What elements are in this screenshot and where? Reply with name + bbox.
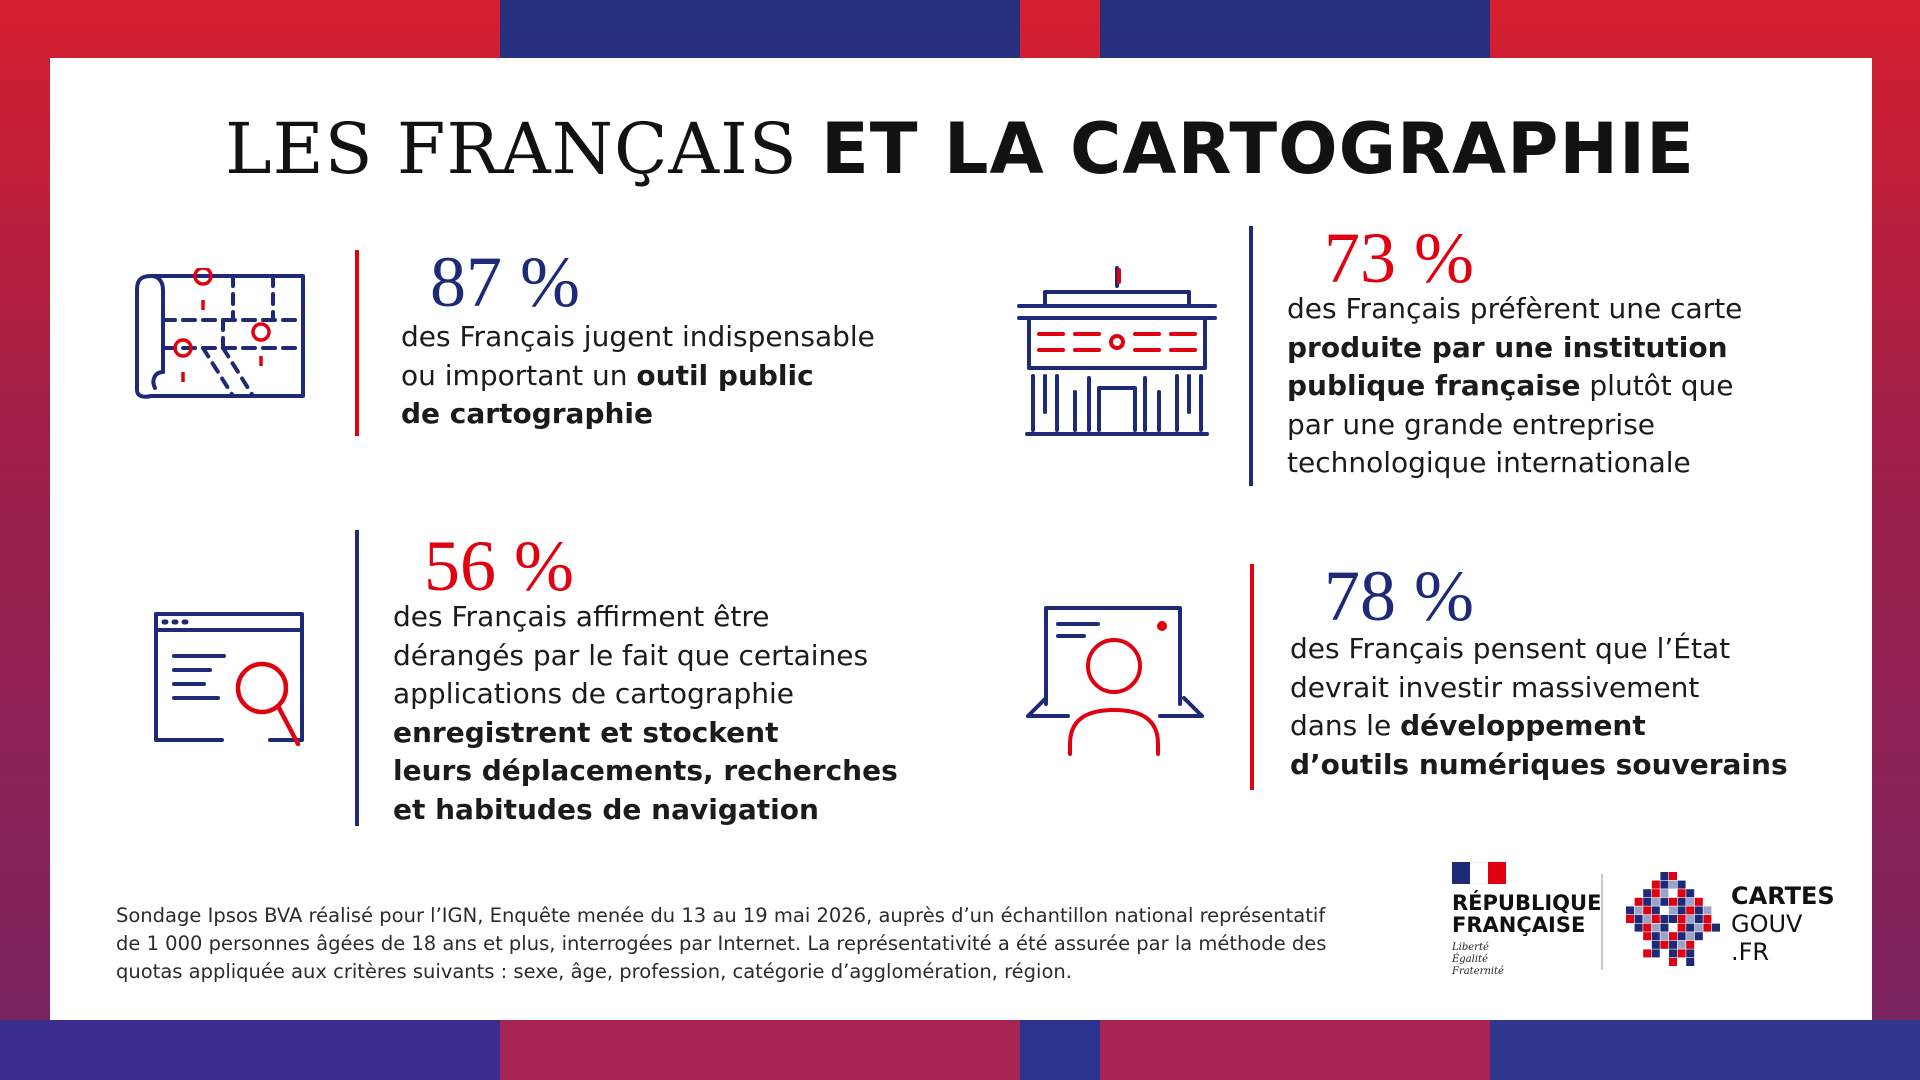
browser-search-icon (154, 612, 304, 747)
description-line: enregistrent et stockent (393, 714, 898, 753)
text: dans le (1290, 709, 1401, 742)
stat-3-description: des Français affirment être dérangés par … (393, 598, 898, 829)
page-title: LES FRANÇAIS ET LA CARTOGRAPHIE (0, 108, 1920, 190)
bold-text: produite par une institution (1287, 330, 1728, 364)
text: plutôt que (1580, 369, 1734, 402)
rf-name: RÉPUBLIQUE FRANÇAISE (1452, 891, 1602, 937)
text: ou important un (401, 358, 637, 392)
text: applications de cartographie (393, 677, 794, 710)
text: des Français préfèrent une carte (1287, 292, 1743, 325)
description-line: applications de cartographie (393, 675, 898, 714)
stat-2-description: des Français préfèrent une carte produite… (1287, 290, 1742, 483)
bold-text: leurs déplacements, recherches (393, 754, 898, 787)
text: devrait investir massivement (1290, 670, 1700, 704)
footnote-line: Sondage Ipsos BVA réalisé pour l’IGN, En… (116, 904, 1326, 927)
text: par une grande entreprise (1287, 407, 1656, 441)
background-bottom-band (0, 1020, 1920, 1080)
stat-2-value: 73 % (1324, 218, 1474, 298)
stat-3-value: 56 % (424, 526, 574, 606)
cartes-gouv-logo-text: CARTES GOUV .FR (1731, 882, 1835, 966)
stat-1-description: des Français jugent indispensable ou impo… (401, 318, 875, 434)
republique-francaise-logo: RÉPUBLIQUE FRANÇAISE Liberté Égalité Fra… (1452, 862, 1602, 978)
description-line: publique française plutôt que (1287, 367, 1742, 406)
stat-4-description: des Français pensent que l’État devrait i… (1290, 630, 1788, 784)
description-line: d’outils numériques souverains (1290, 746, 1788, 785)
marianne-flag-icon (1452, 862, 1506, 884)
stat-1-divider (355, 250, 359, 436)
description-line: de cartographie (401, 395, 875, 434)
description-line: devrait investir massivement (1290, 669, 1788, 708)
footnote-line: de 1 000 personnes âgées de 18 ans et pl… (116, 932, 1327, 955)
text: technologique internationale (1287, 446, 1691, 479)
bold-text: publique française (1287, 369, 1581, 402)
laptop-user-icon (1026, 606, 1204, 756)
title-light: LES FRANÇAIS (225, 108, 798, 190)
description-line: des Français préfèrent une carte (1287, 290, 1742, 329)
map-icon (135, 268, 305, 399)
stat-4-value: 78 % (1324, 556, 1474, 636)
text: dérangés par le fait que certaines (393, 638, 869, 672)
stat-1-value: 87 % (430, 242, 580, 322)
infographic-card (50, 58, 1872, 1020)
survey-footnote: Sondage Ipsos BVA réalisé pour l’IGN, En… (116, 902, 1356, 986)
text: des Français affirment être (393, 600, 770, 633)
stat-3-divider (355, 530, 359, 826)
bold-text: enregistrent et stockent (393, 715, 779, 749)
description-line: leurs déplacements, recherches (393, 752, 898, 791)
text: des Français pensent que l’État (1290, 632, 1731, 665)
cartes-gouv-pixel-map-icon (1626, 872, 1720, 966)
description-line: dans le développement (1290, 707, 1788, 746)
logo-separator (1601, 874, 1603, 970)
institution-building-icon (1017, 266, 1217, 436)
stat-2-divider (1249, 226, 1253, 486)
text: des Français jugent indispensable (401, 320, 875, 353)
bold-text: et habitudes de navigation (393, 792, 819, 826)
title-bold: ET LA CARTOGRAPHIE (820, 108, 1695, 190)
description-line: et habitudes de navigation (393, 791, 898, 830)
bold-text: de cartographie (401, 397, 654, 430)
description-line: ou important un outil public (401, 357, 875, 396)
bold-text: développement (1400, 709, 1646, 742)
description-line: des Français jugent indispensable (401, 318, 875, 357)
description-line: des Français pensent que l’État (1290, 630, 1788, 669)
bold-text: outil public (636, 358, 814, 392)
description-line: technologique internationale (1287, 444, 1742, 483)
description-line: par une grande entreprise (1287, 406, 1742, 445)
footnote-line: quotas appliquée aux critères suivants :… (116, 960, 1072, 983)
description-line: produite par une institution (1287, 329, 1742, 368)
description-line: des Français affirment être (393, 598, 898, 637)
stat-4-divider (1250, 564, 1254, 790)
rf-motto: Liberté Égalité Fraternité (1452, 942, 1504, 977)
bold-text: d’outils numériques souverains (1290, 747, 1788, 781)
description-line: dérangés par le fait que certaines (393, 637, 898, 676)
